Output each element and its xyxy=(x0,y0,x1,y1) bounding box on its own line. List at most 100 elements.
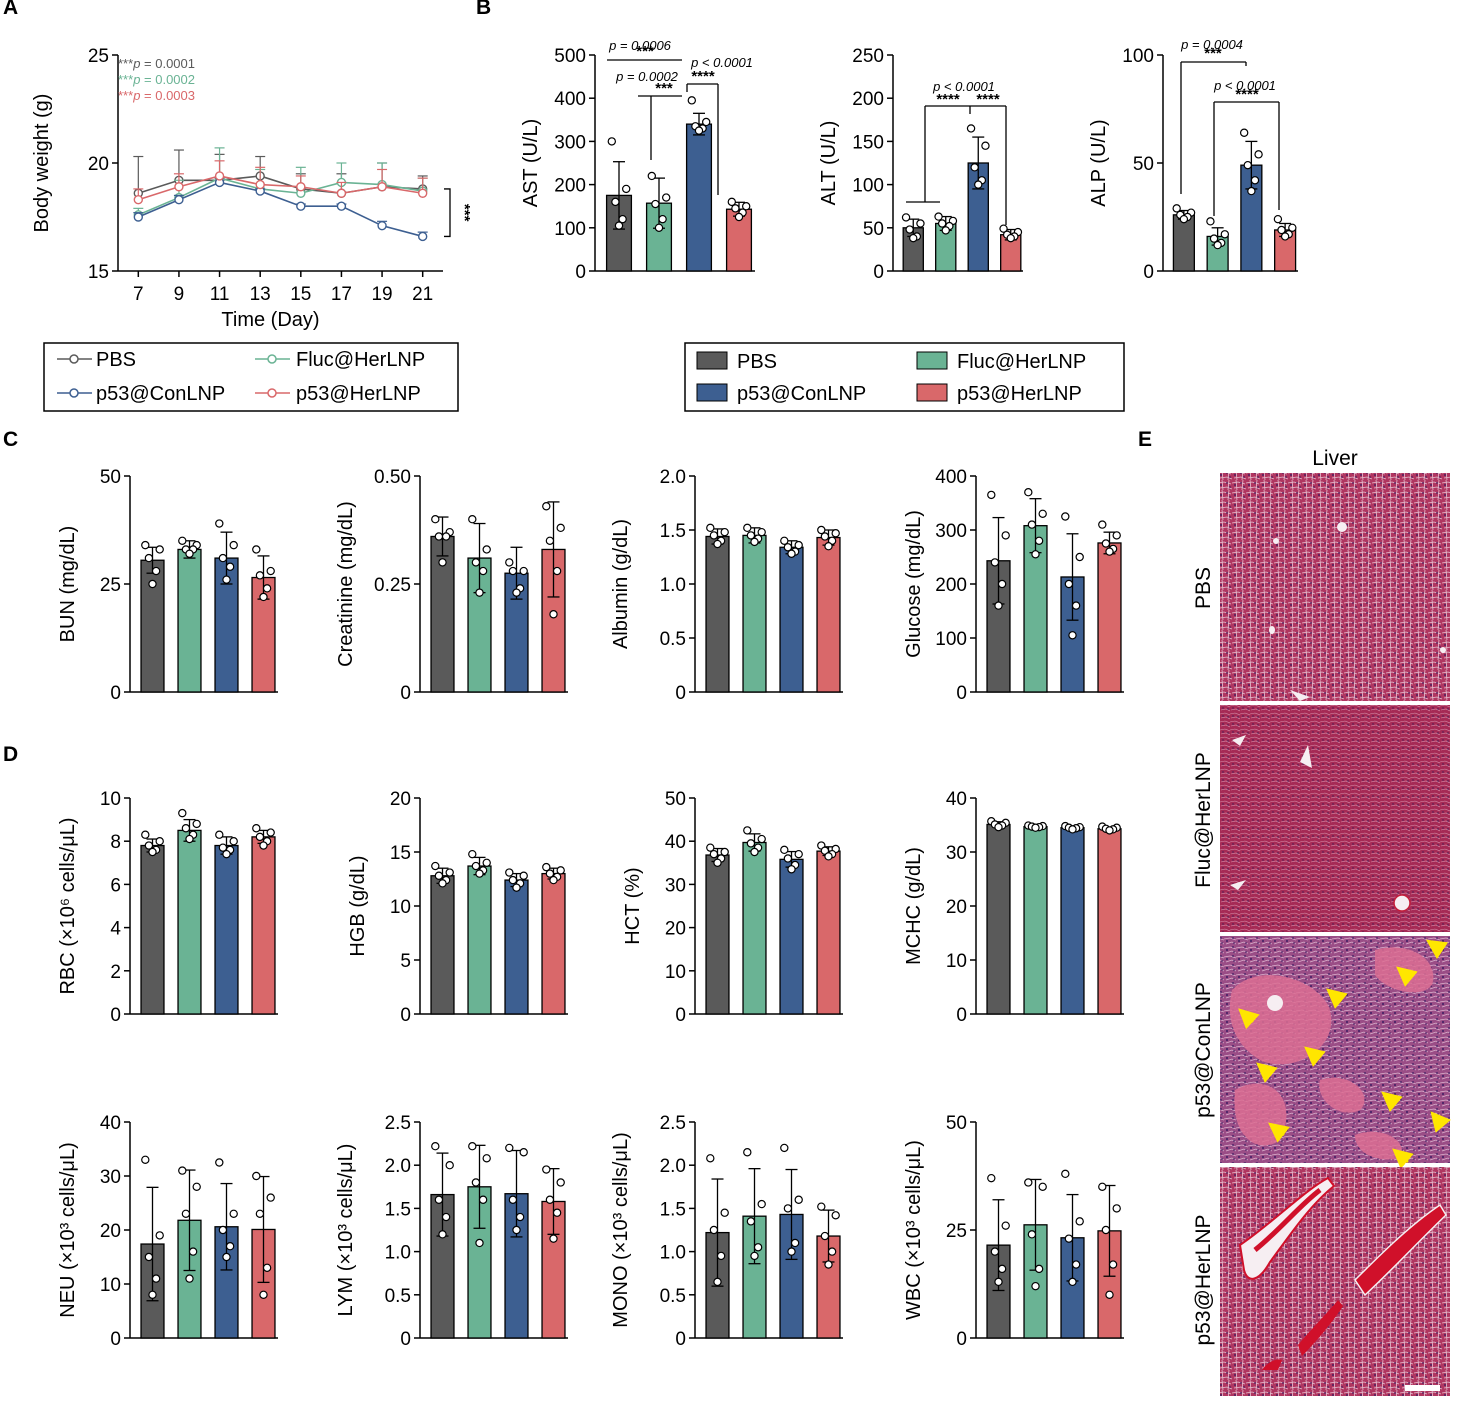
data-point xyxy=(1034,1264,1044,1274)
necrosis-arrow xyxy=(1425,939,1449,960)
data-point xyxy=(746,839,756,848)
data-point xyxy=(827,1247,837,1256)
vessel xyxy=(1269,626,1275,634)
necrotic-area xyxy=(1355,1131,1402,1160)
data-point xyxy=(336,201,347,211)
vessel xyxy=(1300,745,1312,768)
data-point xyxy=(1280,232,1290,241)
y-tick-label: 0.25 xyxy=(374,575,411,596)
data-point xyxy=(1213,240,1222,250)
y-tick-label: 0.50 xyxy=(374,467,411,488)
y-tick-label: 1.5 xyxy=(660,1199,686,1220)
x-tick-label: 9 xyxy=(174,284,185,305)
significance-bracket xyxy=(444,188,451,238)
x-tick-label: 15 xyxy=(290,284,311,305)
y-tick-label: 15 xyxy=(390,843,411,864)
legend-b-frame xyxy=(684,342,1125,412)
data-point xyxy=(475,1238,484,1248)
data-point xyxy=(141,1155,150,1165)
bar-p53-conlnp xyxy=(1060,827,1085,1015)
data-point xyxy=(185,834,194,844)
y-tick-label: 0 xyxy=(956,1005,967,1026)
y-tick-label: 50 xyxy=(665,789,686,810)
data-point xyxy=(706,523,715,533)
legend-b-swatch-pbs xyxy=(696,351,728,370)
data-point xyxy=(545,869,555,878)
y-tick-label: 4 xyxy=(110,919,121,940)
data-point xyxy=(743,1148,752,1157)
y-tick-label: 0 xyxy=(675,1329,686,1350)
data-point xyxy=(1075,552,1084,562)
data-point xyxy=(252,824,261,833)
data-point xyxy=(687,96,697,105)
data-point xyxy=(974,180,983,189)
data-point xyxy=(1254,150,1263,159)
data-point xyxy=(824,852,833,861)
scale-bar xyxy=(1405,1385,1440,1391)
data-point xyxy=(1024,1178,1033,1187)
necrosis-arrow xyxy=(1430,1111,1451,1133)
y-tick-label: 250 xyxy=(852,46,884,67)
data-point xyxy=(1038,1182,1047,1192)
data-point xyxy=(222,575,231,584)
data-point xyxy=(1172,204,1181,213)
data-point xyxy=(654,223,664,232)
data-point xyxy=(713,1277,722,1287)
data-point xyxy=(783,854,793,863)
data-point xyxy=(743,523,752,533)
data-point xyxy=(780,1143,789,1153)
data-point xyxy=(787,549,796,558)
y-tick-label: 100 xyxy=(935,629,967,650)
data-point xyxy=(178,1166,187,1175)
data-point xyxy=(1031,550,1040,559)
alp-bar-chart: 0 50 100 ALP (U/L) p = 0.0004*** p < 0.0001**… xyxy=(1088,37,1298,283)
data-point xyxy=(720,1208,729,1217)
data-point xyxy=(937,219,947,228)
vessel xyxy=(1230,880,1246,890)
data-point xyxy=(512,588,521,597)
data-point xyxy=(141,540,150,550)
data-point xyxy=(1288,223,1297,232)
data-point xyxy=(990,1247,1000,1256)
data-point xyxy=(144,841,154,850)
p-value-label: p = 0.0004 xyxy=(1180,37,1243,52)
data-point xyxy=(794,540,803,550)
mono-bar-chart: 0 0.5 1.0 1.5 2.0 2.5 MONO (×10³ cells/μL) xyxy=(610,1113,843,1350)
data-point xyxy=(1101,1225,1111,1235)
histology-image-pbs xyxy=(1220,473,1450,701)
p-value-label: p = 0.0006 xyxy=(608,38,672,53)
y-tick-label: 2.5 xyxy=(660,1113,686,1134)
legend-a-label-fluc: Fluc@HerLNP xyxy=(296,349,425,371)
data-point xyxy=(934,212,943,221)
data-point xyxy=(468,849,477,859)
data-point xyxy=(716,1251,726,1261)
data-point xyxy=(255,1209,265,1219)
data-point xyxy=(607,137,617,146)
y-tick-label: 200 xyxy=(554,176,586,197)
y-tick-label: 300 xyxy=(935,521,967,542)
y-tick-label: 25 xyxy=(100,575,121,596)
data-point xyxy=(434,871,444,880)
data-point xyxy=(709,531,719,540)
data-point xyxy=(651,199,660,209)
data-point xyxy=(1031,1281,1040,1291)
data-point xyxy=(512,883,521,892)
data-point xyxy=(552,566,562,576)
data-point xyxy=(966,124,976,133)
data-point xyxy=(545,1195,555,1204)
data-point xyxy=(787,1247,796,1256)
y-axis-title: AST (U/L) xyxy=(520,119,542,208)
series-line-p53-herlnp xyxy=(138,175,423,201)
data-point xyxy=(445,868,454,877)
data-point xyxy=(151,566,161,576)
y-tick-label: 0.5 xyxy=(660,629,686,650)
data-point xyxy=(987,490,996,500)
histology-row-fluc: Fluc@HerLNP xyxy=(1192,705,1450,932)
data-point xyxy=(720,527,729,537)
x-tick-label: 17 xyxy=(331,284,352,305)
y-tick-label: 1.5 xyxy=(385,1199,411,1220)
data-point xyxy=(441,1212,451,1222)
data-point xyxy=(1250,176,1260,185)
panel-letter-e: E xyxy=(1138,428,1152,451)
data-point xyxy=(1098,1182,1107,1192)
